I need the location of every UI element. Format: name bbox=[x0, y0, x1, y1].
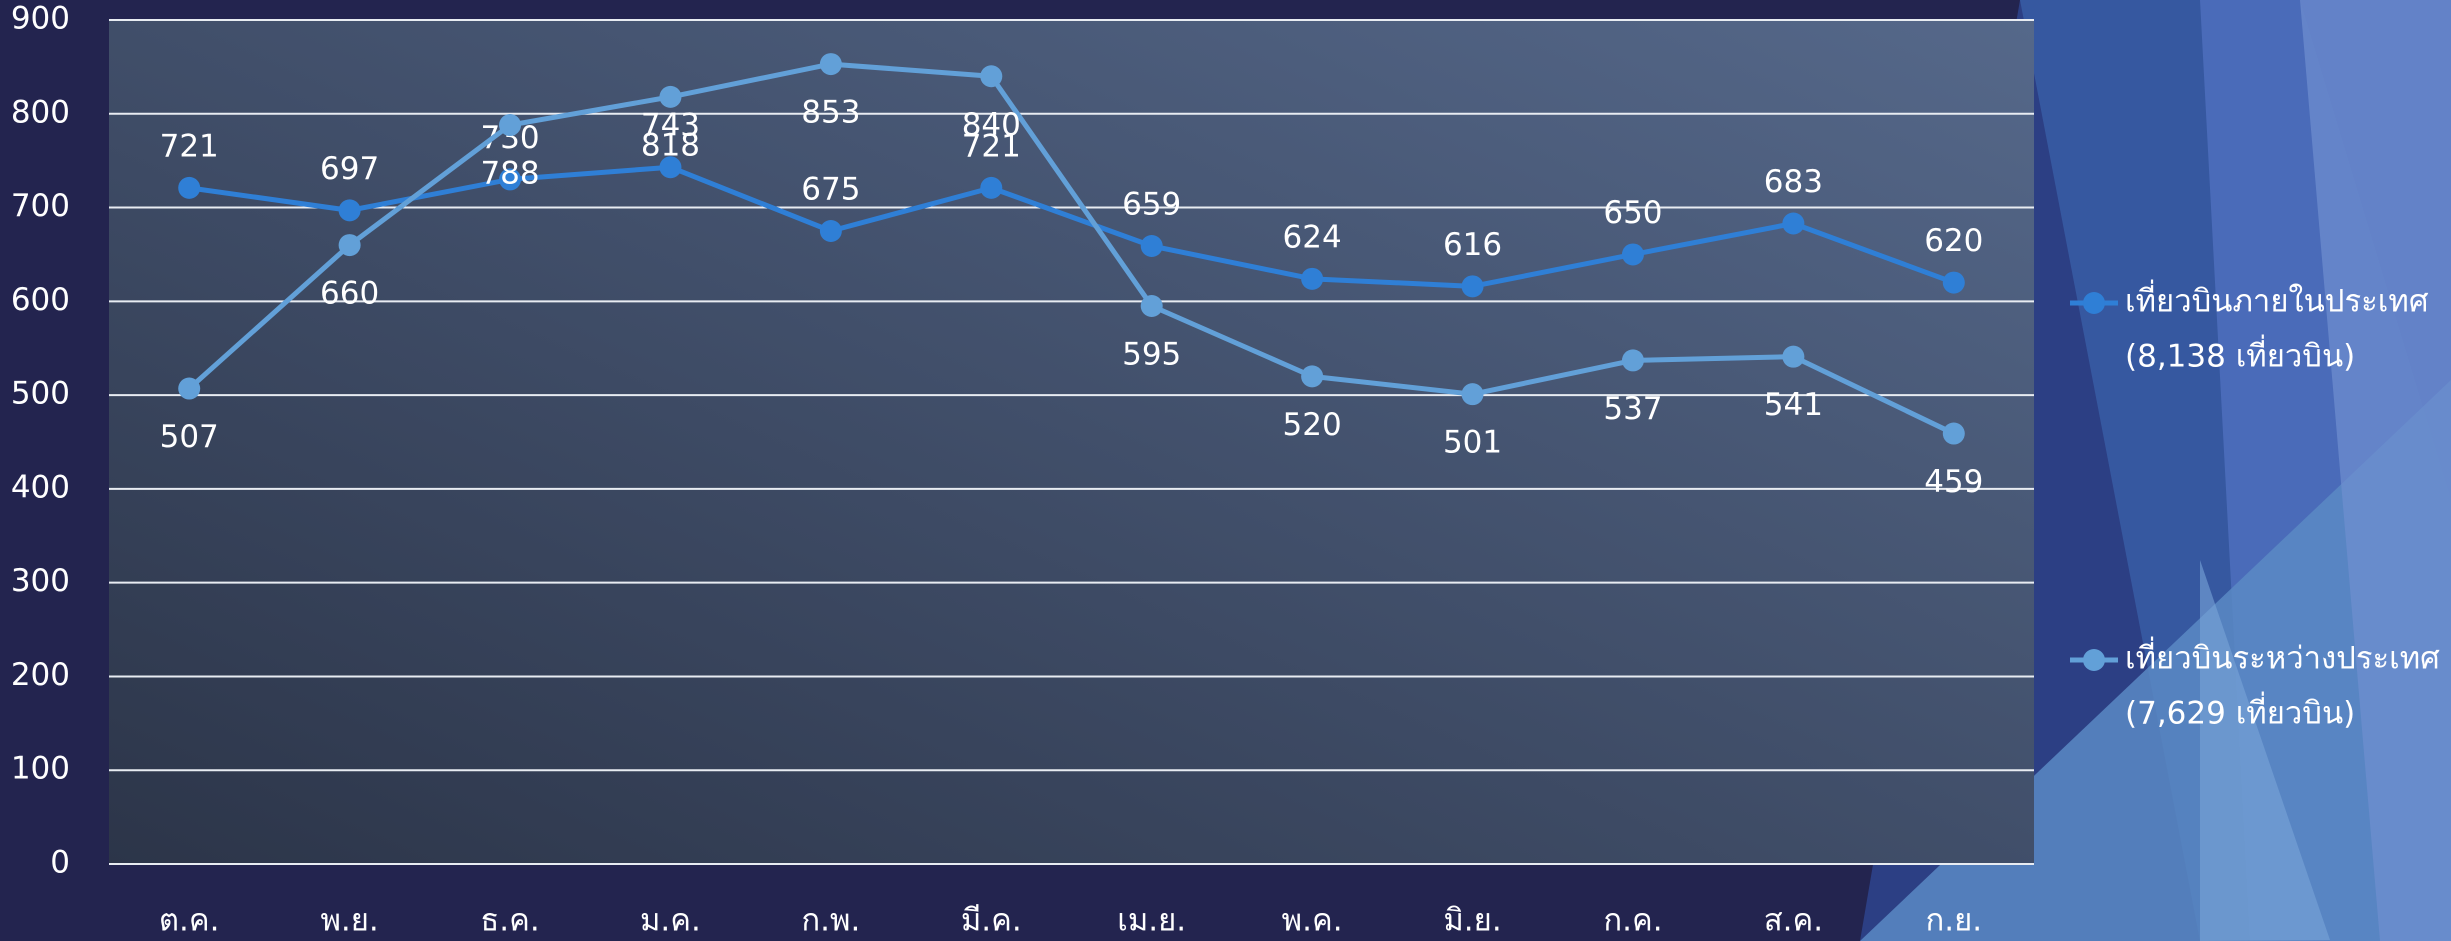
data-label: 675 bbox=[801, 172, 860, 208]
data-label: 818 bbox=[641, 127, 700, 163]
data-label: 659 bbox=[1122, 187, 1181, 223]
y-tick-label: 300 bbox=[11, 563, 70, 599]
data-label: 537 bbox=[1603, 391, 1662, 427]
y-tick-label: 900 bbox=[11, 1, 70, 37]
y-tick-label: 200 bbox=[11, 657, 70, 693]
point bbox=[980, 65, 1002, 87]
point bbox=[178, 177, 200, 199]
point bbox=[1462, 383, 1484, 405]
data-label: 660 bbox=[320, 276, 379, 312]
x-tick-label: เม.ย. bbox=[1117, 903, 1186, 939]
point bbox=[1622, 349, 1644, 371]
point bbox=[1782, 346, 1804, 368]
legend-marker bbox=[2083, 649, 2105, 671]
x-tick-label: พ.ย. bbox=[320, 903, 378, 939]
data-label: 520 bbox=[1283, 407, 1342, 443]
point bbox=[339, 199, 361, 221]
y-tick-label: 0 bbox=[50, 845, 70, 881]
y-tick-label: 100 bbox=[11, 751, 70, 787]
x-tick-label: มี.ค. bbox=[961, 903, 1022, 939]
data-label: 501 bbox=[1443, 425, 1502, 461]
x-tick-label: ธ.ค. bbox=[480, 903, 539, 939]
data-label: 840 bbox=[962, 107, 1021, 143]
point bbox=[1943, 272, 1965, 294]
point bbox=[1782, 212, 1804, 234]
y-tick-label: 700 bbox=[11, 188, 70, 224]
y-tick-label: 800 bbox=[11, 94, 70, 130]
data-label: 616 bbox=[1443, 227, 1502, 263]
data-label: 853 bbox=[801, 95, 860, 131]
point bbox=[1301, 268, 1323, 290]
data-label: 459 bbox=[1924, 464, 1983, 500]
data-label: 507 bbox=[160, 419, 219, 455]
point bbox=[1141, 295, 1163, 317]
y-tick-label: 400 bbox=[11, 469, 70, 505]
legend-label: เที่ยวบินภายในประเทศ bbox=[2125, 280, 2429, 320]
point bbox=[1141, 235, 1163, 257]
x-tick-label: พ.ค. bbox=[1282, 903, 1343, 939]
point bbox=[499, 114, 521, 136]
point bbox=[820, 53, 842, 75]
data-label: 541 bbox=[1764, 387, 1823, 423]
data-label: 620 bbox=[1924, 223, 1983, 259]
data-label: 624 bbox=[1283, 219, 1342, 255]
x-tick-label: ก.พ. bbox=[801, 903, 860, 939]
data-label: 721 bbox=[160, 128, 219, 164]
legend-label: เที่ยวบินระหว่างประเทศ bbox=[2125, 637, 2440, 677]
point bbox=[1622, 243, 1644, 265]
legend-subtitle: (7,629 เที่ยวบิน) bbox=[2125, 692, 2355, 732]
point bbox=[339, 234, 361, 256]
data-label: 697 bbox=[320, 151, 379, 187]
x-tick-label: ส.ค. bbox=[1764, 903, 1823, 939]
x-tick-label: ต.ค. bbox=[159, 903, 220, 939]
legend-subtitle: (8,138 เที่ยวบิน) bbox=[2125, 335, 2355, 375]
point bbox=[659, 86, 681, 108]
point bbox=[1301, 365, 1323, 387]
x-tick-label: ก.ค. bbox=[1603, 903, 1662, 939]
data-label: 595 bbox=[1122, 337, 1181, 373]
y-tick-label: 500 bbox=[11, 376, 70, 412]
point bbox=[980, 177, 1002, 199]
legend-marker bbox=[2083, 292, 2105, 314]
y-tick-label: 600 bbox=[11, 282, 70, 318]
x-tick-label: ก.ย. bbox=[1925, 903, 1982, 939]
x-tick-label: ม.ค. bbox=[640, 903, 701, 939]
point bbox=[820, 220, 842, 242]
plot-area bbox=[109, 20, 2034, 864]
point bbox=[1943, 423, 1965, 445]
point bbox=[1462, 275, 1484, 297]
data-label: 683 bbox=[1764, 164, 1823, 200]
chart: 0 100 200 300 400 500 600 700 800 900 ต.ค. พ.ย. ธ.ค.… bbox=[0, 0, 2451, 941]
point bbox=[178, 378, 200, 400]
data-label: 788 bbox=[480, 156, 539, 192]
data-label: 650 bbox=[1603, 195, 1662, 231]
x-tick-label: มิ.ย. bbox=[1443, 903, 1501, 939]
